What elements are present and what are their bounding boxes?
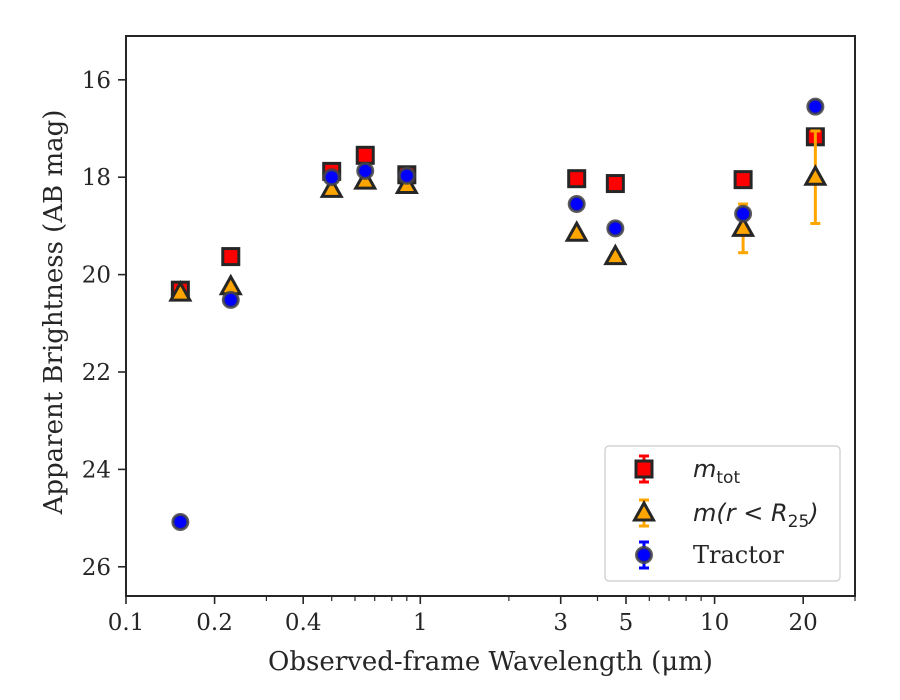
x-tick-label: 3 [553,610,568,636]
series-0 [170,127,825,300]
series-1-point-2 [319,176,344,198]
legend-label-0: mtot [693,455,740,488]
series-1-point-6 [603,243,628,266]
series-0-point-1 [221,247,241,267]
legend-label-1: m(r < R25) [693,499,819,532]
legend-marker-2 [635,546,653,564]
y-tick-label: 22 [82,360,111,386]
series-2-point-1 [221,290,240,309]
plot-frame [125,35,856,597]
x-tick-label: 10 [700,610,729,636]
series-2-point-3 [356,161,375,180]
series-2-point-2 [322,168,341,187]
legend: mtot m(r < R25) Tractor [604,445,841,582]
series-0-point-7 [733,170,753,190]
series-2-point-8 [806,97,825,116]
series-1-point-5 [564,220,589,242]
legend-label-2: Tractor [693,541,784,569]
series-2-point-7 [734,204,753,223]
y-tick-label: 18 [82,165,111,191]
series-2-point-5 [567,195,586,213]
x-tick-label: 1 [413,610,428,636]
legend-marker-0 [634,459,654,479]
series-0-point-6 [605,174,625,194]
legend-marker-1 [631,499,657,522]
y-tick-label: 26 [82,555,111,581]
series-1-point-7 [731,215,756,237]
y-axis: 16 18 20 22 24 26 [82,68,126,581]
x-tick-label: 5 [619,610,634,636]
series-0-point-5 [567,169,587,189]
data-marks [168,97,828,531]
series-1 [168,129,828,302]
series-2-point-6 [606,219,625,238]
series-2-point-4 [397,166,416,185]
x-tick-label: 0.1 [108,610,145,636]
y-tick-label: 24 [82,457,111,483]
y-tick-label: 16 [82,68,111,94]
x-axis-label: Observed-frame Wavelength (μm) [268,647,713,677]
x-tick-label: 20 [789,610,818,636]
series-0-point-3 [355,145,375,165]
x-axis: 0.1 0.2 0.4 1 3 5 10 20 [108,596,856,636]
legend-box [604,445,841,582]
series-1-point-0 [168,280,193,302]
series-2 [171,97,825,531]
series-1-point-8 [803,164,828,186]
x-tick-label: 0.4 [285,610,322,636]
y-tick-label: 20 [82,263,111,289]
y-axis-label: Apparent Brightness (AB mag) [39,110,69,516]
x-tick-label: 0.2 [196,610,233,636]
series-2-point-0 [171,512,190,531]
